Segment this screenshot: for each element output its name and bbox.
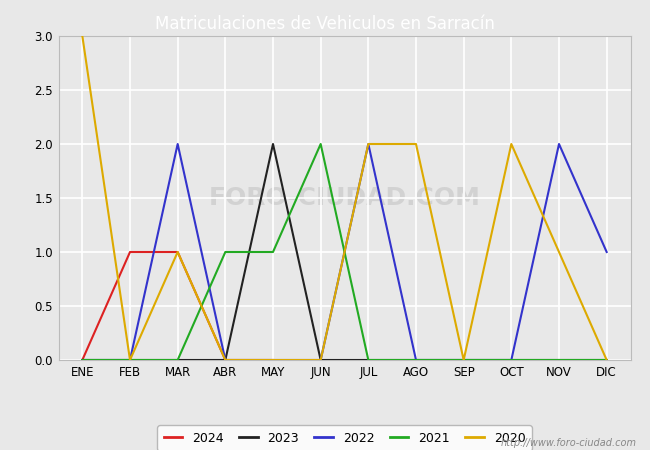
Text: FORO-CIUDAD.COM: FORO-CIUDAD.COM (209, 186, 480, 210)
Text: Matriculaciones de Vehiculos en Sarracín: Matriculaciones de Vehiculos en Sarracín (155, 14, 495, 32)
Legend: 2024, 2023, 2022, 2021, 2020: 2024, 2023, 2022, 2021, 2020 (157, 425, 532, 450)
Text: http://www.foro-ciudad.com: http://www.foro-ciudad.com (501, 438, 637, 448)
